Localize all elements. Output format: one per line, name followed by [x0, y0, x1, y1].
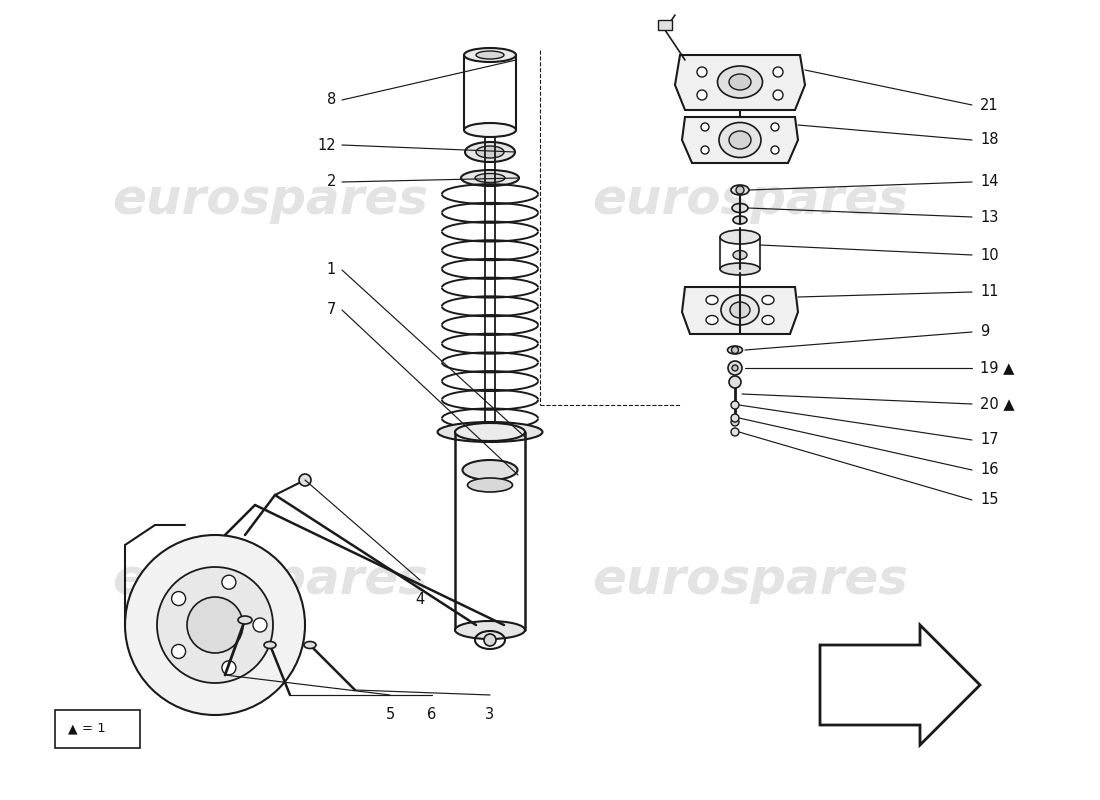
Ellipse shape: [762, 295, 774, 305]
Ellipse shape: [464, 48, 516, 62]
Ellipse shape: [732, 185, 749, 195]
Text: 19 ▲: 19 ▲: [980, 361, 1014, 375]
Ellipse shape: [706, 295, 718, 305]
Ellipse shape: [462, 460, 517, 480]
Ellipse shape: [762, 315, 774, 325]
Text: 16: 16: [980, 462, 999, 478]
Text: eurospares: eurospares: [112, 556, 428, 604]
Circle shape: [773, 90, 783, 100]
Circle shape: [697, 90, 707, 100]
Circle shape: [125, 535, 305, 715]
Circle shape: [729, 376, 741, 388]
Polygon shape: [682, 117, 798, 163]
Circle shape: [701, 146, 710, 154]
Circle shape: [253, 618, 267, 632]
Text: 6: 6: [428, 707, 437, 722]
Text: eurospares: eurospares: [592, 556, 908, 604]
Text: 1: 1: [327, 262, 336, 278]
Ellipse shape: [717, 66, 762, 98]
Circle shape: [299, 474, 311, 486]
Circle shape: [187, 597, 243, 653]
Text: ▲: ▲: [68, 722, 78, 735]
Polygon shape: [820, 625, 980, 745]
Ellipse shape: [733, 216, 747, 224]
Circle shape: [732, 414, 739, 422]
Polygon shape: [675, 55, 805, 110]
Ellipse shape: [729, 74, 751, 90]
Text: 21: 21: [980, 98, 999, 113]
Text: 7: 7: [327, 302, 336, 318]
Circle shape: [728, 361, 743, 375]
Ellipse shape: [438, 422, 542, 442]
Circle shape: [736, 186, 744, 194]
Circle shape: [172, 645, 186, 658]
Text: 12: 12: [318, 138, 336, 153]
Text: 9: 9: [980, 325, 989, 339]
Ellipse shape: [733, 250, 747, 259]
Circle shape: [157, 567, 273, 683]
Polygon shape: [682, 287, 798, 334]
Ellipse shape: [304, 642, 316, 649]
Text: 11: 11: [980, 285, 999, 299]
Circle shape: [697, 67, 707, 77]
Text: eurospares: eurospares: [592, 176, 908, 224]
Circle shape: [773, 67, 783, 77]
Ellipse shape: [476, 146, 504, 158]
Ellipse shape: [729, 131, 751, 149]
Ellipse shape: [455, 621, 525, 639]
Bar: [55, 710, 140, 748]
Ellipse shape: [719, 122, 761, 158]
Ellipse shape: [720, 230, 760, 244]
Circle shape: [484, 634, 496, 646]
Ellipse shape: [476, 51, 504, 59]
Text: 2: 2: [327, 174, 336, 190]
Circle shape: [771, 123, 779, 131]
Text: 8: 8: [327, 93, 336, 107]
Text: 15: 15: [980, 493, 999, 507]
Ellipse shape: [732, 203, 748, 213]
Ellipse shape: [475, 174, 505, 182]
Circle shape: [732, 346, 738, 354]
Text: 10: 10: [980, 247, 999, 262]
Text: eurospares: eurospares: [112, 176, 428, 224]
Ellipse shape: [727, 346, 742, 354]
Circle shape: [771, 146, 779, 154]
Ellipse shape: [464, 123, 516, 137]
Circle shape: [222, 661, 235, 674]
Circle shape: [701, 123, 710, 131]
Ellipse shape: [730, 302, 750, 318]
Text: 20 ▲: 20 ▲: [980, 397, 1014, 411]
Circle shape: [732, 365, 738, 371]
Bar: [658, 20, 672, 30]
Text: 13: 13: [980, 210, 999, 225]
Text: 5: 5: [385, 707, 395, 722]
Text: 17: 17: [980, 433, 999, 447]
Ellipse shape: [238, 616, 252, 624]
Ellipse shape: [465, 142, 515, 162]
Text: 18: 18: [980, 133, 999, 147]
Ellipse shape: [706, 315, 718, 325]
Text: 3: 3: [485, 707, 495, 722]
Circle shape: [732, 401, 739, 409]
Circle shape: [222, 575, 235, 590]
Ellipse shape: [455, 423, 525, 441]
Ellipse shape: [720, 295, 759, 325]
Circle shape: [732, 418, 739, 426]
Circle shape: [172, 591, 186, 606]
Ellipse shape: [720, 263, 760, 275]
Circle shape: [732, 428, 739, 436]
Text: 14: 14: [980, 174, 999, 190]
Text: = 1: = 1: [82, 722, 106, 735]
Text: 4: 4: [416, 592, 425, 607]
Ellipse shape: [264, 642, 276, 649]
Ellipse shape: [468, 478, 513, 492]
Ellipse shape: [461, 170, 519, 186]
